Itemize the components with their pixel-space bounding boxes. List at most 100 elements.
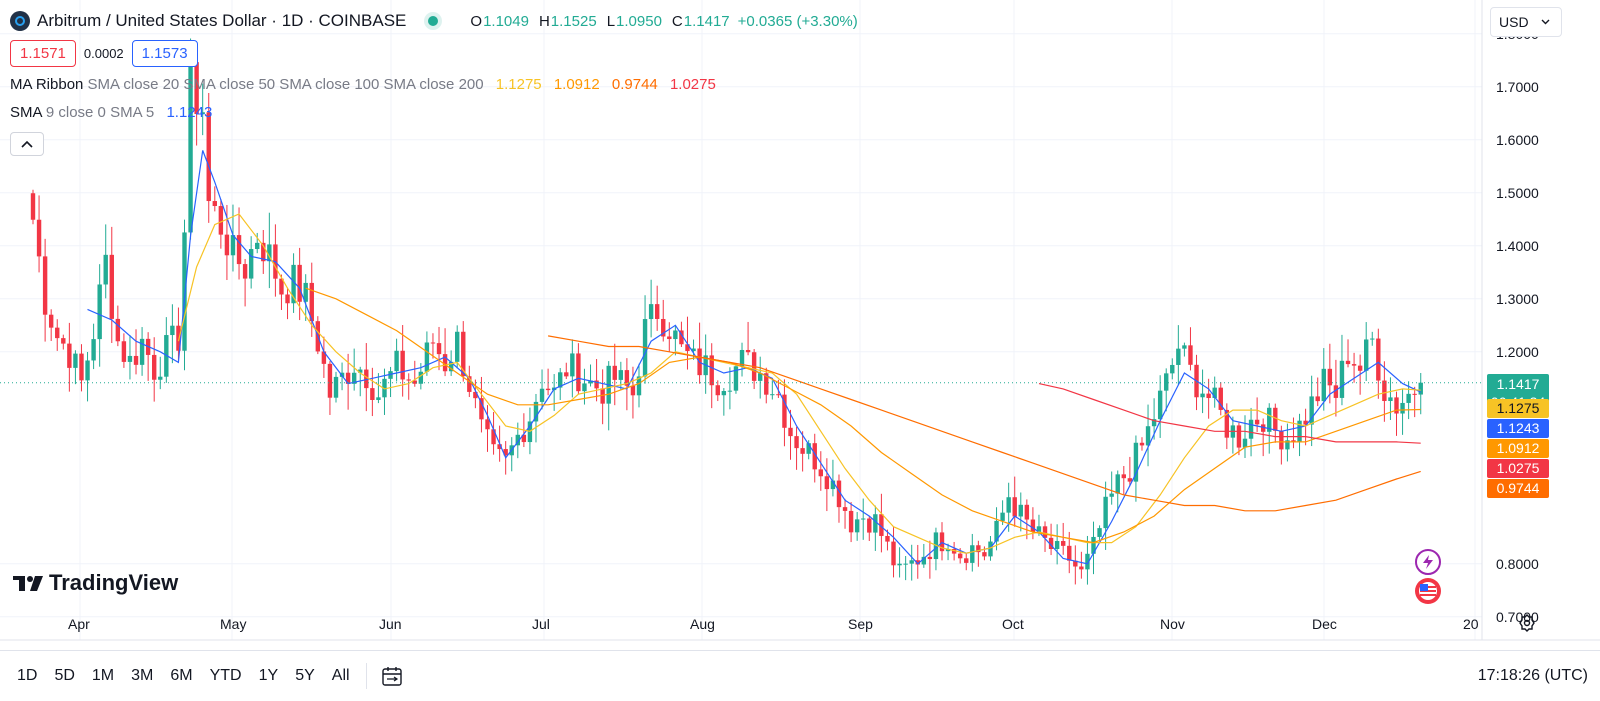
candle-body [285,294,290,304]
chart-area[interactable]: Arbitrum / United States Dollar · 1D · C… [0,0,1600,650]
chart-settings-icon[interactable] [1517,613,1537,633]
candle-body [1321,368,1326,402]
candle-body [418,371,424,384]
candle-body [55,327,60,339]
sma20-tag: 1.1275 [1487,399,1549,418]
ma-ribbon-args: SMA close 20 SMA close 50 SMA close 100 … [87,76,484,93]
candle-body [1042,526,1048,538]
buy-button[interactable]: 1.1573 [131,40,198,67]
candle-body [79,353,84,381]
candle-body [939,532,945,552]
candle-body [358,369,363,373]
candle-body [1406,393,1411,403]
range-6m-button[interactable]: 6M [170,667,193,684]
candle-body [764,373,769,395]
price-axis-label: 1.6000 [1496,131,1539,148]
candle-body [1067,545,1072,561]
sell-button[interactable]: 1.1571 [10,40,76,67]
candle-body [654,304,660,319]
range-1d-button[interactable]: 1D [17,667,38,684]
candle-body [376,397,381,400]
candle-body [885,535,890,542]
candle-body [36,219,42,257]
time-axis-label: Nov [1160,616,1185,632]
last-price-value: 1.1417 [1496,375,1540,392]
candle-body [370,388,375,400]
candle-body [921,556,927,565]
range-3m-button[interactable]: 3M [131,667,154,684]
candle-body [915,560,920,565]
range-5y-button[interactable]: 5Y [295,667,315,684]
trade-buttons: 1.1571 0.0002 1.1573 [10,40,858,67]
price-chart[interactable] [0,0,1600,650]
candle-body [879,514,884,536]
candle-body [594,380,599,389]
candle-body [721,391,727,396]
range-ytd-button[interactable]: YTD [209,667,242,684]
us-flag-icon[interactable] [1415,578,1441,604]
utc-clock[interactable]: 17:18:26 (UTC) [1477,667,1588,684]
range-5d-button[interactable]: 5D [54,667,75,684]
candle-body [1224,409,1230,438]
sma-legend[interactable]: SMA 9 close 0 SMA 5 1.1243 [10,104,858,124]
candle-body [733,366,739,391]
calendar-range-icon[interactable] [381,665,403,687]
candle-body [964,558,969,563]
candle-body [1006,497,1011,513]
candle-body [1109,493,1114,497]
candle-body [1073,560,1078,567]
lightning-icon[interactable] [1415,549,1441,575]
candle-body [115,318,121,342]
candle-body [1285,440,1290,450]
candle-body [1079,566,1084,570]
candle-body [206,112,211,202]
candle-body [824,476,830,490]
candle-body [976,545,981,553]
candle-body [1133,442,1139,482]
range-all-button[interactable]: All [331,667,350,684]
candle-body [745,349,751,353]
ma-ribbon-value-50: 1.0912 [553,76,600,93]
candle-body [770,394,775,396]
candle-body [188,62,193,233]
symbol-title[interactable]: Arbitrum / United States Dollar · 1D · C… [37,11,407,30]
candle-body [1260,424,1266,432]
candle-body [139,338,145,365]
ma-ribbon-legend[interactable]: MA Ribbon SMA close 20 SMA close 50 SMA … [10,76,858,96]
candle-body [1357,365,1363,371]
candle-body [1418,382,1423,395]
candle-body [1206,393,1211,399]
tradingview-logo[interactable]: TradingView [13,570,178,596]
candle-body [67,343,72,368]
candle-body [806,443,811,454]
candle-body [430,342,436,344]
range-1y-button[interactable]: 1Y [258,667,279,684]
candle-body [1157,390,1163,420]
candle-body [461,331,466,377]
collapse-legend-button[interactable] [10,132,44,156]
candle-body [897,563,902,566]
candle-body [994,520,999,542]
range-1m-button[interactable]: 1M [91,667,115,684]
candle-body [842,507,848,511]
symbol-title-row: Arbitrum / United States Dollar · 1D · C… [10,10,858,32]
candle-body [436,343,442,355]
sma100-line [547,335,1421,512]
candle-body [521,434,527,443]
candle-body [467,376,472,392]
high-value: 1.1525 [550,12,597,30]
candle-body [1103,496,1108,529]
candle-body [291,264,296,304]
candle-body [1279,430,1284,450]
sma-args: 9 close 0 SMA 5 [45,104,155,121]
currency-select[interactable]: USD [1490,7,1562,37]
candle-body [1291,440,1296,442]
candle-body [570,353,575,377]
candle-body [685,344,690,352]
candle-body [1121,474,1126,479]
candle-body [776,394,781,396]
candle-body [1370,338,1375,340]
candle-body [715,385,720,396]
candle-body [1091,536,1096,554]
candle-body [133,355,139,365]
